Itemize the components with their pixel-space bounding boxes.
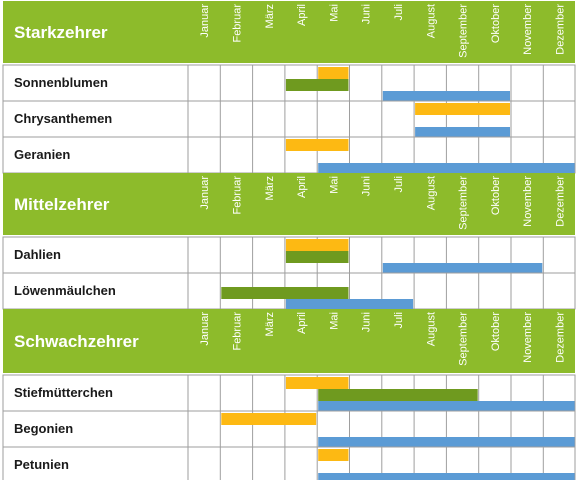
plant-label: Petunien: [14, 457, 69, 472]
bar-sow: [318, 67, 349, 79]
month-label: Februar: [231, 312, 243, 351]
month-label: Januar: [199, 312, 211, 346]
month-label: September: [458, 4, 470, 58]
month-label: März: [264, 312, 276, 336]
month-label: Juni: [361, 312, 373, 332]
month-label: Februar: [231, 4, 243, 43]
month-label: Juli: [393, 176, 405, 193]
bar-harvest: [382, 91, 510, 103]
month-label: Dezember: [554, 312, 566, 363]
bar-harvest: [285, 299, 414, 311]
bar-plant: [285, 79, 349, 91]
bar-harvest: [318, 401, 575, 413]
month-label: Juni: [361, 176, 373, 196]
month-label: Mai: [328, 176, 340, 194]
month-label: August: [425, 4, 437, 38]
plant-label: Chrysanthemen: [14, 111, 112, 126]
month-label: August: [425, 176, 437, 210]
month-label: Dezember: [554, 176, 566, 227]
plant-label: Begonien: [14, 421, 73, 436]
bar-harvest: [318, 437, 575, 449]
month-label: Oktober: [490, 176, 502, 215]
month-label: Dezember: [554, 4, 566, 55]
month-label: April: [296, 312, 308, 334]
bar-plant: [285, 251, 349, 263]
month-label: Oktober: [490, 312, 502, 351]
bar-sow: [285, 139, 349, 151]
group-header-band: [3, 1, 575, 63]
group-header-band: [3, 309, 575, 373]
month-label: Mai: [328, 312, 340, 330]
plant-label: Dahlien: [14, 247, 61, 262]
bar-sow: [318, 449, 349, 461]
plant-label: Geranien: [14, 147, 70, 162]
bar-plant: [221, 287, 349, 299]
month-label: Januar: [199, 176, 211, 210]
bar-harvest: [415, 127, 510, 139]
bar-harvest: [318, 473, 575, 480]
bar-sow: [221, 413, 317, 425]
month-label: Mai: [328, 4, 340, 22]
month-label: Juli: [393, 312, 405, 329]
month-label: September: [458, 312, 470, 366]
month-label: April: [296, 176, 308, 198]
bar-harvest: [382, 263, 543, 275]
month-label: August: [425, 312, 437, 346]
month-label: November: [522, 4, 534, 55]
bar-sow: [415, 103, 510, 115]
group-title: Mittelzehrer: [14, 195, 110, 214]
group-title: Starkzehrer: [14, 23, 108, 42]
plant-label: Löwenmäulchen: [14, 283, 116, 298]
bar-plant: [318, 389, 478, 401]
month-label: Juli: [393, 4, 405, 21]
month-label: November: [522, 312, 534, 363]
month-label: Juni: [361, 4, 373, 24]
bar-sow: [285, 239, 349, 251]
month-label: März: [264, 176, 276, 200]
month-label: Oktober: [490, 4, 502, 43]
plant-label: Sonnenblumen: [14, 75, 108, 90]
month-label: März: [264, 4, 276, 28]
month-label: Januar: [199, 4, 211, 38]
group-header-band: [3, 173, 575, 235]
month-label: November: [522, 176, 534, 227]
bar-sow: [285, 377, 349, 389]
group-title: Schwachzehrer: [14, 332, 139, 351]
month-label: April: [296, 4, 308, 26]
bar-harvest: [318, 163, 575, 175]
month-label: September: [458, 176, 470, 230]
month-label: Februar: [231, 176, 243, 215]
plant-label: Stiefmütterchen: [14, 385, 113, 400]
